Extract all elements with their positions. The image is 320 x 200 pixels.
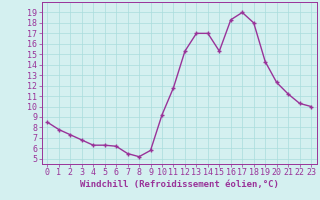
X-axis label: Windchill (Refroidissement éolien,°C): Windchill (Refroidissement éolien,°C) — [80, 180, 279, 189]
